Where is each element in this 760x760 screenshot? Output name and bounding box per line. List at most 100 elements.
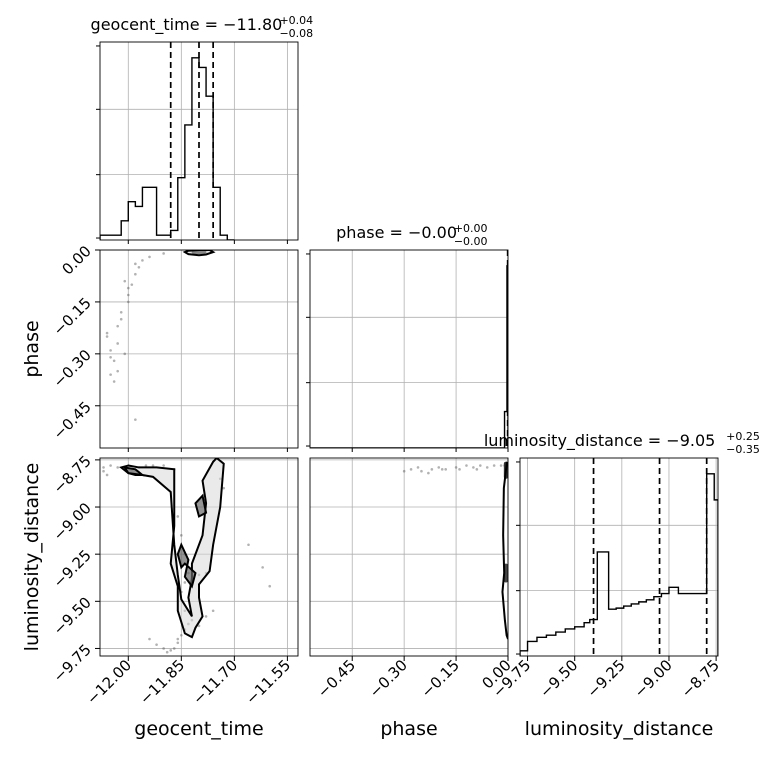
sample-point (134, 418, 137, 421)
scatter-panel-geocent_time_vs_luminosity_distance (100, 458, 298, 656)
x-tick-label-geocent_time: −11.70 (189, 656, 241, 708)
x-tick-label-geocent_time: −11.85 (136, 656, 188, 708)
x-tick-label-geocent_time: −11.55 (242, 656, 294, 708)
sample-point (472, 466, 475, 469)
sample-point (183, 581, 187, 584)
y-tick-label-luminosity_distance: −9.50 (50, 593, 95, 638)
sample-point (126, 286, 130, 290)
x-axis-label-geocent_time: geocent_time (134, 718, 263, 740)
sample-point (134, 272, 137, 276)
x-tick-label-luminosity_distance: −9.50 (536, 656, 581, 701)
x-tick-label-luminosity_distance: −8.75 (678, 656, 723, 701)
y-tick-label-phase: 0.00 (58, 242, 94, 278)
title-minus-phase: −0.00 (454, 235, 488, 248)
sample-point (222, 486, 226, 490)
sample-point (430, 468, 434, 471)
x-tick-label-phase: −0.45 (314, 656, 359, 701)
title-geocent_time: geocent_time = −11.80 (91, 15, 283, 35)
sample-point (440, 468, 444, 471)
hist-panel-luminosity_distance (520, 458, 718, 656)
sample-point (268, 584, 272, 588)
sample-point (137, 266, 141, 269)
sample-point (155, 643, 158, 646)
contour-inner (194, 493, 208, 518)
sample-point (402, 469, 406, 473)
contour-outer (182, 250, 216, 257)
panel-frame-luminosity_distance (519, 457, 719, 657)
sample-point (162, 464, 165, 467)
sample-point (151, 464, 155, 467)
title-plus-geocent_time: +0.04 (279, 14, 313, 27)
sample-point (465, 464, 468, 467)
y-tick-label-luminosity_distance: −9.00 (50, 499, 95, 544)
x-tick-label-phase: −0.15 (418, 656, 463, 701)
contour-inner (122, 466, 146, 477)
sample-point (119, 317, 123, 321)
sample-point (130, 283, 134, 286)
x-axis-label-luminosity_distance: luminosity_distance (525, 718, 714, 740)
panel-frame-geocent_time_vs_luminosity_distance (99, 457, 299, 657)
sample-point (162, 252, 165, 255)
sample-point (126, 293, 130, 297)
contour-outer (501, 461, 508, 640)
sample-point (165, 650, 169, 654)
sample-point (112, 359, 116, 363)
sample-point (112, 380, 116, 383)
sample-point (475, 468, 479, 471)
sample-point (123, 279, 127, 283)
title-minus-luminosity_distance: −0.35 (726, 443, 760, 456)
sample-point (458, 468, 461, 471)
sample-point (116, 369, 119, 373)
sample-point (105, 473, 109, 477)
sample-point (148, 637, 151, 641)
sample-point (180, 534, 183, 537)
sample-point (172, 647, 176, 650)
sample-point (119, 311, 123, 314)
y-tick-label-luminosity_distance: −8.75 (50, 452, 95, 497)
sample-point (420, 469, 423, 473)
x-tick-label-geocent_time: −12.00 (83, 656, 135, 708)
sample-point (176, 641, 180, 645)
sample-point (261, 566, 264, 569)
sample-point (499, 464, 503, 467)
sample-point (116, 342, 119, 345)
title-minus-geocent_time: −0.08 (279, 27, 313, 40)
sample-point (176, 515, 180, 518)
sample-point (197, 624, 201, 628)
panel-frame-phase_vs_luminosity_distance (309, 457, 509, 657)
histogram-geocent_time (100, 57, 235, 240)
scatter-panel-geocent_time_vs_phase (100, 250, 298, 448)
sample-point (416, 466, 420, 469)
sample-point (134, 262, 137, 266)
sample-point (105, 331, 109, 335)
sample-point (109, 464, 112, 467)
sample-point (144, 464, 148, 467)
title-plus-phase: +0.00 (454, 222, 488, 235)
sample-point (485, 466, 489, 469)
sample-point (102, 469, 105, 473)
sample-point (102, 466, 105, 469)
sample-point (247, 543, 250, 547)
sample-point (105, 335, 109, 338)
histogram-phase (310, 265, 508, 448)
sample-point (180, 633, 183, 637)
scatter-panel-phase_vs_luminosity_distance (310, 458, 508, 656)
x-tick-label-phase: −0.30 (366, 656, 411, 701)
sample-point (141, 259, 144, 262)
sample-point (204, 615, 208, 618)
y-tick-label-luminosity_distance: −9.75 (50, 641, 95, 686)
sample-point (454, 466, 458, 469)
sample-point (116, 466, 119, 469)
panel-frame-geocent_time (99, 41, 299, 241)
y-axis-label-phase: phase (21, 320, 43, 377)
sample-point (148, 255, 151, 259)
y-tick-label-phase: −0.15 (50, 294, 95, 339)
histogram-luminosity_distance (520, 473, 718, 656)
hist-panel-geocent_time (100, 42, 298, 240)
sample-point (126, 300, 130, 304)
sample-point (427, 471, 430, 475)
sample-point (123, 352, 127, 356)
title-phase: phase = −0.00 (336, 223, 457, 242)
x-tick-label-luminosity_distance: −9.00 (631, 656, 676, 701)
